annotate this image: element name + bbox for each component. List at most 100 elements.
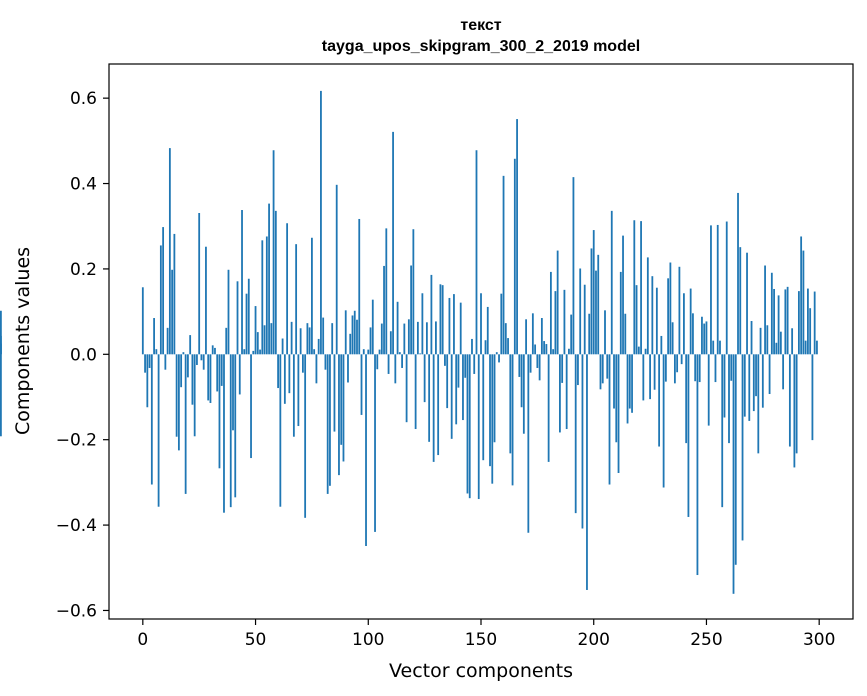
bar (586, 354, 588, 590)
bar (559, 354, 561, 433)
bar (450, 354, 453, 439)
bar (292, 354, 295, 437)
bar (741, 354, 744, 541)
bar (441, 285, 444, 355)
x-tick-label: 100 (352, 630, 384, 650)
bar (752, 354, 755, 412)
bar (730, 354, 733, 381)
bar (247, 278, 250, 355)
bar (606, 354, 609, 379)
bar (716, 224, 719, 355)
bar (144, 354, 146, 373)
bar (570, 314, 573, 355)
bar (283, 354, 286, 404)
bar (779, 331, 782, 355)
bar (268, 203, 270, 355)
bar (453, 294, 455, 355)
bar (398, 352, 401, 355)
bar (304, 354, 307, 518)
bar (809, 308, 812, 355)
bar (473, 354, 476, 374)
bar (148, 354, 151, 368)
bar (658, 354, 661, 447)
bar (446, 354, 449, 409)
bar (421, 293, 424, 355)
bar (459, 302, 462, 355)
bar (200, 354, 203, 361)
bar (737, 192, 739, 355)
bar (595, 270, 597, 355)
bar (311, 237, 313, 355)
bar (660, 335, 663, 355)
bar (329, 354, 331, 486)
bar (728, 354, 730, 444)
bar (520, 354, 523, 408)
bar (198, 213, 201, 355)
bar (189, 335, 192, 355)
x-tick-label: 300 (803, 630, 835, 650)
bar (525, 319, 527, 355)
bar (761, 354, 764, 408)
bar (416, 321, 419, 355)
bar (344, 310, 347, 355)
y-tick-label: 0.6 (70, 89, 97, 109)
bar (511, 354, 514, 486)
bar (207, 354, 210, 401)
bar (579, 268, 582, 355)
bar (610, 210, 613, 355)
bar (568, 348, 570, 355)
bar (466, 354, 469, 494)
bar (301, 354, 304, 373)
bar (637, 346, 640, 355)
bar (800, 236, 803, 355)
bar (687, 354, 690, 517)
bar (615, 354, 618, 443)
bar (392, 131, 394, 355)
bar (338, 354, 340, 476)
bar (649, 354, 651, 400)
bar (507, 338, 509, 355)
bar (234, 354, 237, 498)
bar (764, 265, 766, 355)
bar (306, 323, 309, 355)
bar (437, 354, 440, 456)
bar (394, 354, 397, 384)
bar (678, 266, 681, 355)
bar (608, 354, 611, 485)
bar (719, 340, 721, 355)
bar (509, 354, 512, 454)
bar (378, 349, 381, 355)
bar (326, 354, 329, 494)
bar (773, 288, 775, 355)
bar (299, 328, 302, 355)
bar (425, 322, 428, 355)
bar (707, 354, 710, 426)
bar (347, 354, 349, 383)
bar (807, 288, 809, 355)
bar (214, 347, 216, 355)
bar (180, 354, 183, 388)
bar (482, 354, 485, 461)
bar (410, 265, 413, 355)
bar (813, 291, 816, 355)
x-tick-label: 200 (578, 630, 610, 650)
bar (229, 354, 232, 508)
bar (407, 319, 410, 355)
y-axis-label: Components values (12, 247, 34, 435)
bar (495, 352, 498, 355)
bar (457, 354, 460, 388)
bar (423, 354, 426, 403)
chart-title-line-2: tayga_upos_skipgram_300_2_2019 model (322, 38, 640, 55)
bar (601, 354, 604, 384)
bar (631, 354, 633, 413)
bar (581, 354, 584, 529)
bar (723, 354, 726, 418)
bar (218, 354, 221, 469)
bar (435, 321, 437, 355)
bar (498, 354, 500, 363)
bar (802, 250, 805, 355)
bar (365, 354, 367, 546)
bar (642, 354, 645, 401)
bar (432, 354, 435, 462)
